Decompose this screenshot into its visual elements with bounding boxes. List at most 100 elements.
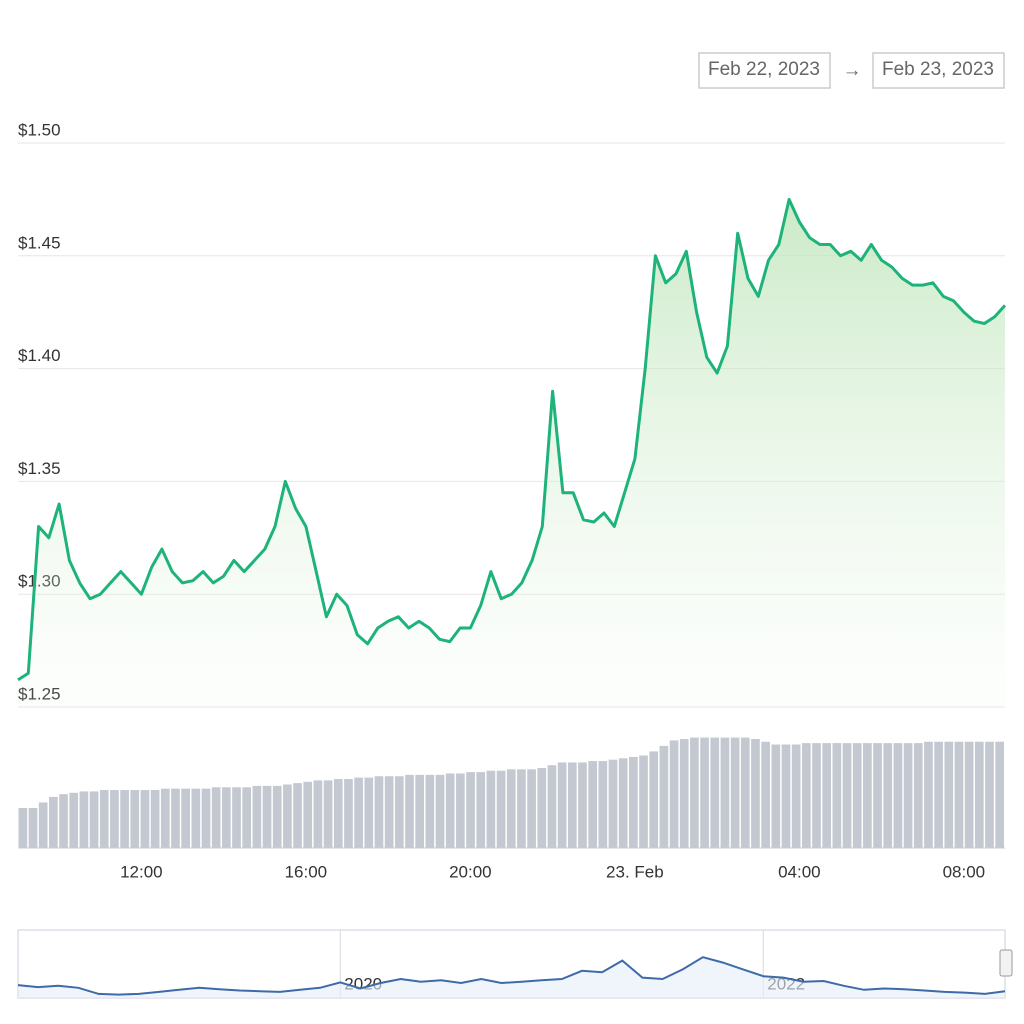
price-area	[18, 199, 1005, 707]
volume-bar	[598, 761, 608, 848]
volume-bar	[160, 788, 170, 848]
volume-bar	[761, 741, 770, 848]
volume-bar	[720, 737, 730, 848]
volume-bar	[201, 788, 211, 848]
volume-bar	[333, 779, 343, 848]
volume-bar	[812, 743, 821, 848]
volume-bar	[710, 737, 720, 848]
volume-bar	[649, 751, 659, 848]
volume-bar	[863, 743, 872, 848]
volume-bar	[578, 762, 587, 848]
x-tick-label: 23. Feb	[606, 862, 664, 881]
volume-bar	[242, 787, 252, 848]
volume-bar	[903, 743, 913, 848]
volume-bar	[252, 785, 262, 848]
y-tick-label: $1.35	[18, 459, 61, 478]
volume-bar	[527, 769, 536, 848]
x-tick-label: 12:00	[120, 862, 163, 881]
volume-bar	[232, 787, 241, 848]
volume-bar	[537, 767, 547, 848]
volume-bar	[38, 802, 48, 848]
y-tick-label: $1.45	[18, 233, 61, 252]
price-line	[17, 197, 1007, 682]
volume-bar	[435, 774, 445, 848]
volume-bar	[659, 745, 669, 848]
volume-bar	[456, 773, 465, 848]
volume-bar	[211, 787, 221, 848]
volume-bar	[924, 741, 933, 848]
volume-bar	[191, 788, 201, 848]
y-tick-label: $1.40	[18, 346, 61, 365]
volume-bar	[700, 737, 709, 848]
volume-bar	[110, 790, 119, 848]
volume-bar	[354, 777, 363, 848]
volume-bar	[28, 807, 38, 848]
volume-bar	[964, 741, 974, 848]
volume-bar	[740, 737, 750, 848]
volume-bar	[476, 772, 486, 848]
volume-bar	[629, 756, 638, 848]
range-from[interactable]: Feb 22, 2023	[708, 59, 820, 80]
volume-bar	[394, 776, 404, 848]
x-tick-label: 20:00	[449, 862, 492, 881]
x-tick-label: 08:00	[943, 862, 986, 881]
volume-bar	[985, 741, 994, 848]
range-from-box[interactable]	[698, 52, 831, 89]
volume-bar	[639, 755, 648, 848]
volume-bar	[588, 761, 597, 848]
volume-bar	[89, 791, 99, 848]
volume-bar	[883, 743, 893, 848]
volume-bar	[934, 741, 943, 848]
volume-bar	[944, 741, 954, 848]
volume-bar	[303, 781, 313, 848]
x-tick-label: 04:00	[778, 862, 821, 881]
volume-bar	[517, 769, 526, 848]
navigator-line	[17, 956, 1006, 996]
volume-bar	[771, 744, 781, 848]
volume-bar	[262, 785, 272, 848]
volume-bar	[49, 796, 58, 848]
volume-bar	[954, 741, 964, 848]
volume-bar	[466, 772, 475, 848]
volume-bar	[140, 790, 150, 848]
volume-bar	[801, 743, 811, 848]
volume-bar	[567, 762, 577, 848]
volume-bar	[293, 783, 302, 848]
volume-bar	[995, 741, 1004, 848]
volume-bar	[313, 780, 323, 848]
volume-bar	[822, 743, 832, 848]
volume-bar	[79, 791, 89, 848]
volume-bar	[873, 743, 882, 848]
volume-bar	[171, 788, 180, 848]
volume-bar	[323, 780, 333, 848]
volume-bar	[506, 769, 516, 848]
volume-bar	[374, 776, 384, 848]
volume-bar	[893, 743, 903, 848]
volume-bar	[842, 743, 852, 848]
volume-bar	[730, 737, 740, 848]
volume-bar	[852, 743, 862, 848]
range-to-box[interactable]	[872, 52, 1005, 89]
volume-bar	[150, 790, 160, 848]
volume-bar	[547, 765, 557, 848]
volume-bar	[832, 743, 842, 848]
volume-bar	[690, 737, 699, 848]
volume-bar	[557, 762, 567, 848]
volume-bar	[425, 774, 435, 848]
volume-bar	[272, 785, 282, 848]
volume-bar	[18, 807, 28, 848]
x-tick-label: 16:00	[285, 862, 328, 881]
volume-bar	[669, 740, 679, 848]
volume-bar	[608, 759, 618, 848]
volume-bar	[120, 790, 129, 848]
volume-bar	[384, 776, 394, 848]
range-arrow: →	[843, 60, 862, 81]
volume-bar	[283, 784, 292, 848]
volume-bar	[222, 787, 231, 848]
range-to[interactable]: Feb 23, 2023	[882, 59, 994, 80]
navigator-handle[interactable]	[999, 949, 1013, 977]
volume-bar	[181, 788, 190, 848]
volume-bar	[69, 792, 79, 848]
volume-bar	[364, 777, 374, 848]
